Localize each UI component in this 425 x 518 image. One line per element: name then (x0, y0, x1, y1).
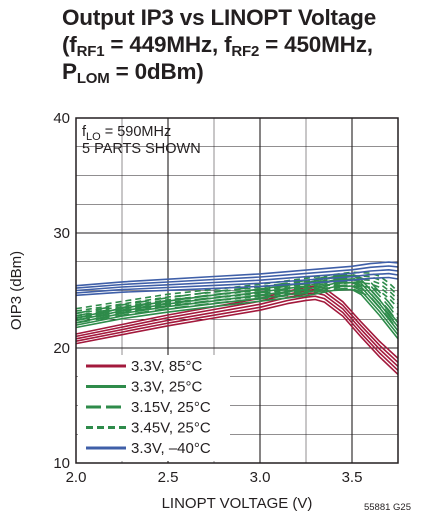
title-line-1: Output IP3 vs LINOPT Voltage (62, 5, 377, 30)
series-1-part-1 (75, 298, 399, 375)
series-4-part-2 (75, 281, 399, 317)
title-line-2-text-a: (f (62, 32, 77, 57)
legend: 3.3V, 85°C 3.3V, 25°C 3.15V, 25°C 3.45V, 25… (86, 358, 211, 457)
series-5-part-2 (75, 272, 399, 294)
y-tick-label: 30 (53, 225, 70, 242)
y-axis-label: OIP3 (dBm) (8, 251, 25, 330)
title-line-2-text-c: = 450MHz, (259, 32, 373, 57)
legend-label: 3.3V, 25°C (131, 379, 202, 396)
legend-label: 3.45V, 25°C (131, 420, 211, 437)
x-axis-label: LINOPT VOLTAGE (V) (162, 495, 313, 512)
x-tick-label: 3.0 (250, 469, 271, 486)
series-1-part-2 (75, 295, 399, 371)
series-5-part-3 (75, 269, 399, 292)
y-tick-label: 20 (53, 340, 70, 357)
series-3-part-2 (75, 284, 399, 328)
title-line-2-sub-a: RF1 (76, 43, 105, 60)
series-4-part-3 (75, 278, 399, 315)
x-tick-label: 2.5 (158, 469, 179, 486)
series-5-part-5 (75, 261, 399, 287)
legend-label: 3.15V, 25°C (131, 399, 211, 416)
legend-label: 3.3V, –40°C (131, 440, 211, 457)
annotation-parts-shown: 5 PARTS SHOWN (82, 141, 201, 157)
series-2-part-3 (75, 281, 399, 332)
title-line-3-text-b: = 0dBm) (109, 59, 204, 84)
series-4-part-1 (75, 285, 399, 320)
figure-code: 55881 G25 (364, 502, 411, 513)
series-3-part-3 (75, 280, 399, 324)
series-4-part-4 (75, 274, 399, 312)
title-line-2-text-b: = 449MHz, f (104, 32, 232, 57)
annotation-lo-frequency: fLO = 590MHz (82, 124, 171, 143)
tick-labels: 10 20 30 40 2.0 2.5 3.0 3.5 (53, 110, 362, 486)
title-line-2-sub-b: RF2 (231, 43, 260, 60)
series-2-part-1 (75, 288, 399, 340)
plot-frame (75, 117, 399, 464)
title-line-3: PLOM = 0dBm) (62, 58, 422, 87)
title-line-3-text-a: P (62, 59, 77, 84)
series-5-part-1 (75, 276, 399, 297)
series-5-part-4 (75, 265, 399, 289)
title-line-2: (fRF1 = 449MHz, fRF2 = 450MHz, (62, 31, 422, 60)
y-tick-label: 10 (53, 455, 70, 472)
x-tick-label: 3.5 (342, 469, 363, 486)
series-3-part-1 (75, 287, 399, 332)
series-2-part-2 (75, 285, 399, 336)
legend-background (78, 355, 230, 461)
annotation-sub: LO (86, 131, 101, 143)
legend-label: 3.3V, 85°C (131, 358, 202, 375)
series-5 (75, 261, 399, 297)
x-tick-label: 2.0 (66, 469, 87, 486)
annotation-value: = 590MHz (101, 124, 172, 140)
annotation-f: f (82, 124, 87, 140)
series-lines (75, 261, 399, 375)
y-tick-label: 40 (53, 110, 70, 127)
title-line-3-sub: LOM (76, 70, 110, 87)
chart-title: Output IP3 vs LINOPT Voltage (fRF1 = 449… (62, 4, 422, 87)
series-2-part-4 (75, 278, 399, 328)
